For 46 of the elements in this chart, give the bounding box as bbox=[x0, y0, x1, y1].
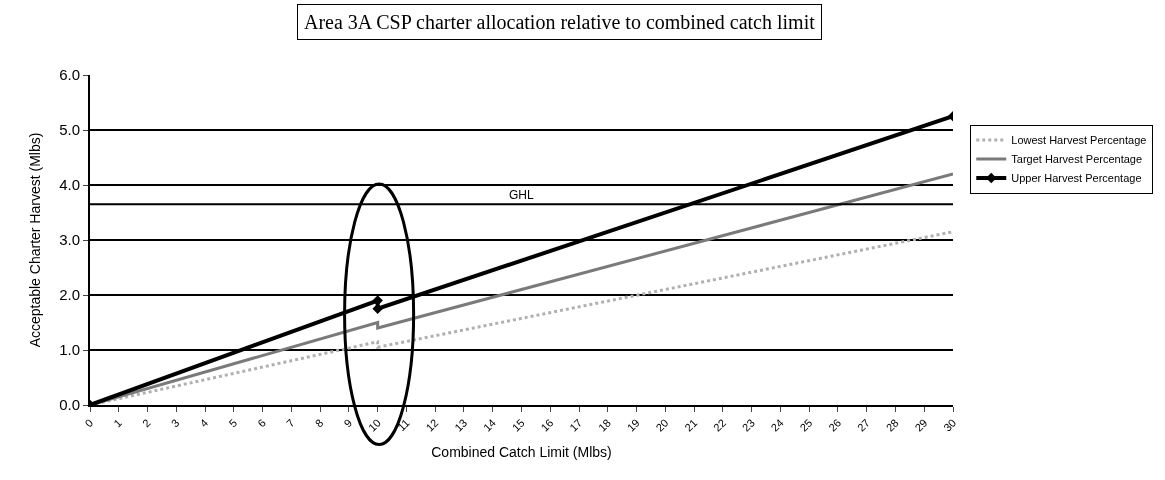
y-tick-label: 2.0 bbox=[59, 286, 80, 304]
x-tick-label: 15 bbox=[509, 416, 527, 434]
x-tick-label: 12 bbox=[423, 416, 441, 434]
x-tick-label: 6 bbox=[255, 416, 268, 430]
ref-line-label: GHL bbox=[509, 188, 534, 202]
point bbox=[372, 295, 383, 306]
x-tick-label: 1 bbox=[111, 416, 125, 430]
y-tick-label: 0.0 bbox=[59, 396, 80, 414]
legend-label: Target Harvest Percentage bbox=[1011, 153, 1143, 166]
x-tick-label: 0 bbox=[82, 416, 96, 430]
legend-label: Upper Harvest Percentage bbox=[1011, 172, 1142, 185]
x-tick-label: 18 bbox=[595, 416, 614, 434]
y-tick-label: 1.0 bbox=[59, 341, 80, 359]
y-tick-label: 6.0 bbox=[59, 66, 80, 84]
x-tick-label: 7 bbox=[283, 416, 297, 430]
x-tick-label: 24 bbox=[768, 416, 786, 434]
x-tick-label: 25 bbox=[797, 416, 815, 434]
x-tick-label: 29 bbox=[912, 416, 930, 434]
x-tick-label: 17 bbox=[567, 416, 585, 434]
x-tick-label: 23 bbox=[739, 416, 757, 434]
x-tick-label: 14 bbox=[480, 416, 499, 434]
legend-label: Lowest Harvest Percentage bbox=[1011, 134, 1147, 147]
y-tick-label: 5.0 bbox=[59, 121, 80, 139]
x-tick-label: 26 bbox=[826, 416, 844, 434]
x-tick-label: 2 bbox=[140, 416, 153, 430]
y-tick-label: 4.0 bbox=[59, 176, 80, 194]
y-tick-label: 3.0 bbox=[59, 231, 80, 249]
chart-title: Area 3A CSP charter allocation relative to combined catch limit bbox=[304, 11, 816, 33]
x-tick-label: 8 bbox=[312, 416, 326, 430]
x-tick-label: 28 bbox=[883, 416, 901, 434]
x-tick-label: 3 bbox=[168, 416, 182, 430]
x-tick-label: 21 bbox=[682, 416, 700, 434]
x-tick-label: 10 bbox=[365, 416, 383, 434]
x-tick-label: 20 bbox=[653, 416, 671, 434]
x-tick-label: 19 bbox=[624, 416, 642, 434]
x-tick-label: 5 bbox=[226, 416, 240, 430]
x-tick-label: 4 bbox=[197, 416, 211, 430]
x-tick-label: 9 bbox=[341, 416, 355, 430]
x-tick-label: 27 bbox=[854, 416, 872, 434]
x-tick-label: 13 bbox=[452, 416, 470, 434]
y-axis-title: Acceptable Charter Harvest (Mlbs) bbox=[27, 132, 44, 348]
x-axis-title: Combined Catch Limit (Mlbs) bbox=[431, 444, 612, 461]
x-tick-label: 11 bbox=[395, 416, 412, 434]
x-tick-label: 30 bbox=[941, 416, 959, 434]
x-tick-label: 22 bbox=[711, 416, 729, 434]
x-tick-label: 16 bbox=[538, 416, 556, 434]
